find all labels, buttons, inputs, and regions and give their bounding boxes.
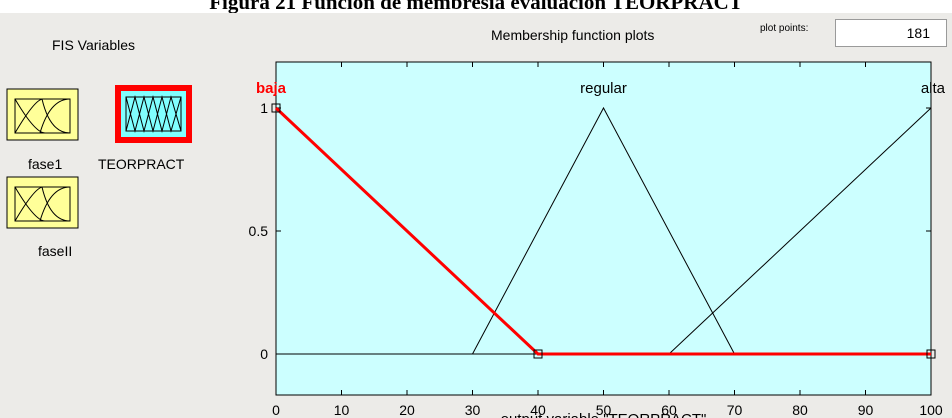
mf-vertex-handle <box>271 103 281 113</box>
mf-label-baja: baja <box>256 80 287 97</box>
x-tick-label: 90 <box>858 402 874 418</box>
x-tick-label: 100 <box>919 402 943 418</box>
mf-label-alta: alta <box>921 80 946 97</box>
membership-icon <box>6 176 79 229</box>
y-tick-label: 0.5 <box>249 223 269 239</box>
x-tick-label: 10 <box>334 402 350 418</box>
mf-line-baja <box>274 106 931 356</box>
membership-icon <box>6 88 79 141</box>
y-tick-label: 0 <box>260 346 268 362</box>
fis-variables-title: FIS Variables <box>52 37 135 53</box>
mf-vertex-handle <box>926 349 936 359</box>
membership-plot-title: Membership function plots <box>491 27 655 43</box>
x-tick-label: 50 <box>596 402 612 418</box>
y-tick-label: 1 <box>260 100 268 116</box>
variable-box-fase1[interactable] <box>5 87 80 142</box>
x-tick-label: 30 <box>465 402 481 418</box>
membership-icon <box>115 85 192 143</box>
mf-label-regular: regular <box>580 80 627 97</box>
x-tick-label: 40 <box>530 402 546 418</box>
plot-points-label: plot points: <box>760 23 809 34</box>
document-caption: Figura 21 Función de membresía evaluació… <box>209 0 743 14</box>
x-tick-label: 20 <box>399 402 415 418</box>
x-tick-label: 70 <box>727 402 743 418</box>
variable-label-fase1: fase1 <box>28 156 63 172</box>
mf-vertex-handle <box>533 349 543 359</box>
variable-label-faseii: faseII <box>38 243 73 259</box>
x-tick-label: 60 <box>661 402 677 418</box>
mf-line-alta <box>668 107 932 355</box>
plot-area <box>275 61 932 396</box>
plot-points-input[interactable] <box>835 19 947 47</box>
x-axis-label: output variable "TEORPRACT" <box>501 411 707 418</box>
x-tick-label: 0 <box>272 402 280 418</box>
variable-box-faseii[interactable] <box>5 175 80 230</box>
mf-line-regular <box>472 106 735 355</box>
variable-label-teorpract: TEORPRACT <box>98 156 185 172</box>
x-tick-label: 80 <box>792 402 808 418</box>
variable-box-teorpract[interactable] <box>115 85 192 143</box>
